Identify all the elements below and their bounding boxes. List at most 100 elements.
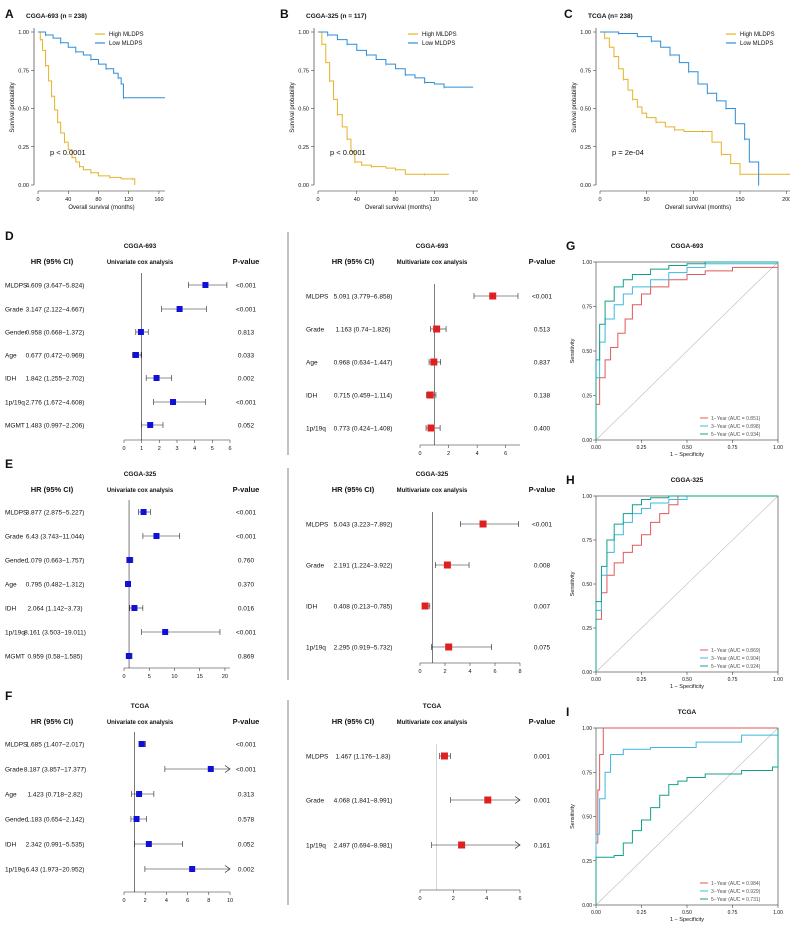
- legend-label: 5−Year (AUC = 0.934): [711, 432, 761, 438]
- x-tick-label: 0.00: [591, 910, 601, 916]
- hr-point: [440, 752, 448, 760]
- x-tick-label: 0.50: [682, 677, 692, 683]
- x-tick-label: 2: [452, 896, 455, 902]
- forest-title: CGGA-325: [124, 471, 157, 478]
- hr-ci-label: 4.609 (3.647−5.824): [26, 283, 85, 290]
- km-panel-b: B CGGA-325 (n = 117) 0.00 0.25 0.50 0.75 1.00 0…: [280, 7, 478, 211]
- analysis-label: Multivariate cox analysis: [397, 488, 468, 494]
- legend-label: 3−Year (AUC = 0.898): [711, 424, 761, 430]
- p-header: P-value: [233, 717, 260, 726]
- hr-ci-label: 1.842 (1.255−2.702): [26, 376, 85, 383]
- x-tick-label: 0: [36, 197, 39, 203]
- p-value-label: 0.138: [534, 393, 551, 400]
- legend-low-label: Low MLDPS: [109, 41, 142, 47]
- y-axis-label: Sensitivity: [570, 571, 576, 596]
- x-tick-label: 4: [485, 896, 488, 902]
- p-value-label: 0.033: [238, 353, 255, 360]
- hr-ci-label: 6.43 (3.743−11.044): [26, 534, 84, 541]
- legend-high-label: High MLDPS: [422, 32, 457, 38]
- p-value-label: <0.001: [236, 767, 256, 774]
- forest-panel-multi-cgga-325: CGGA-325 HR (95% CI) Multivariate cox anal…: [306, 471, 555, 675]
- x-tick-label: 120: [430, 197, 439, 203]
- x-tick-label: 5: [211, 446, 214, 452]
- y-tick-label: 1.00: [582, 726, 592, 732]
- roc-curve-3-year: [595, 262, 779, 440]
- km-title: CGGA-693 (n = 238): [26, 13, 87, 20]
- roc-curve-1-year: [595, 262, 779, 440]
- high-mldps-curve: [38, 31, 136, 185]
- ci-arrow: [224, 765, 231, 773]
- hr-ci-label: 0.968 (0.634−1.447): [334, 360, 393, 367]
- y-tick-label: 0.25: [582, 394, 592, 400]
- p-value-label: <0.001: [236, 283, 256, 290]
- x-tick-label: 40: [65, 197, 71, 203]
- p-value-label: 0.760: [238, 558, 255, 565]
- y-axis-label: Survival probability: [10, 82, 16, 132]
- y-axis-label: Survival probability: [572, 82, 578, 132]
- variable-label: 1p/19q: [306, 645, 326, 652]
- hr-point: [189, 866, 196, 872]
- hr-point: [426, 391, 434, 399]
- x-tick-label: 6: [228, 446, 231, 452]
- x-tick-label: 80: [393, 197, 399, 203]
- x-tick-label: 40: [354, 197, 360, 203]
- ci-arrow: [514, 796, 521, 804]
- hr-point: [433, 325, 441, 333]
- p-value-label: 0.001: [534, 798, 551, 805]
- roc-curve-1-year: [595, 495, 778, 672]
- y-tick-label: 0.50: [580, 107, 591, 113]
- variable-label: MGMT: [5, 654, 25, 661]
- x-tick-label: 8: [207, 898, 210, 904]
- x-tick-label: 3: [175, 446, 178, 452]
- hr-ci-label: 3.147 (2.122−4.667): [26, 307, 85, 314]
- forest-title: CGGA-693: [416, 243, 449, 250]
- p-header: P-value: [233, 257, 260, 266]
- x-axis-label: 1 − Specificity: [670, 452, 704, 458]
- hr-ci-label: 2.295 (0.919−5.732): [334, 645, 393, 652]
- legend-high-label: High MLDPS: [740, 32, 775, 38]
- x-tick-label: 0: [122, 446, 125, 452]
- x-tick-label: 2: [447, 451, 450, 457]
- km-panel-c: C TCGA (n= 238) 0.00 0.25 0.50 0.75 1.00 0 50 100…: [564, 7, 790, 211]
- variable-label: Age: [5, 353, 17, 360]
- variable-label: Grade: [306, 798, 324, 805]
- legend-label: 3−Year (AUC = 0.929): [711, 889, 761, 895]
- variable-label: Grade: [306, 563, 324, 570]
- variable-label: MLDPS: [306, 294, 329, 301]
- panel-letter: A: [5, 7, 14, 21]
- hr-point: [170, 399, 177, 405]
- hr-point: [427, 424, 435, 432]
- p-value-label: p = 2e-04: [612, 148, 644, 157]
- panel-letter: D: [5, 229, 14, 243]
- hr-point: [484, 796, 492, 804]
- x-tick-label: 0: [418, 896, 421, 902]
- roc-curve-5-year: [595, 728, 779, 905]
- x-tick-label: 6: [493, 669, 496, 675]
- x-tick-label: 0.50: [682, 910, 692, 916]
- y-tick-label: 0.50: [18, 107, 29, 113]
- x-tick-label: 0.25: [637, 677, 647, 683]
- x-tick-label: 10: [171, 674, 177, 680]
- variable-label: MLDPS: [306, 522, 329, 529]
- panel-letter: E: [5, 457, 13, 471]
- variable-label: IDH: [306, 604, 318, 611]
- y-tick-label: 0.25: [582, 859, 592, 865]
- roc-panel-i: I TCGA 0.000.00 0.25 0.25 0.50 0.50 0.75 0.75 1.0…: [566, 705, 783, 923]
- x-tick-label: 100: [689, 197, 698, 203]
- x-tick-label: 0.75: [728, 445, 738, 451]
- legend-label: 5−Year (AUC = 0.731): [711, 897, 761, 903]
- low-mldps-curve: [38, 31, 165, 99]
- roc-curve-3-year: [595, 728, 779, 905]
- p-value-label: 0.313: [238, 792, 255, 799]
- y-tick-label: 0.75: [582, 538, 592, 544]
- analysis-label: Univariate cox analysis: [107, 260, 174, 266]
- roc-panel-g: G CGGA-693 0.000.00 0.25 0.25 0.50 0.50 0.75 0.7…: [566, 239, 783, 458]
- hr-point: [162, 629, 169, 635]
- y-tick-label: 0.00: [18, 183, 29, 189]
- x-tick-label: 120: [124, 197, 133, 203]
- y-tick-label: 1.00: [582, 494, 592, 500]
- hr-point: [489, 292, 497, 300]
- x-tick-label: 5: [148, 674, 151, 680]
- p-value-label: 0.813: [238, 330, 255, 337]
- legend-label: 1−Year (AUC = 0.984): [711, 881, 761, 887]
